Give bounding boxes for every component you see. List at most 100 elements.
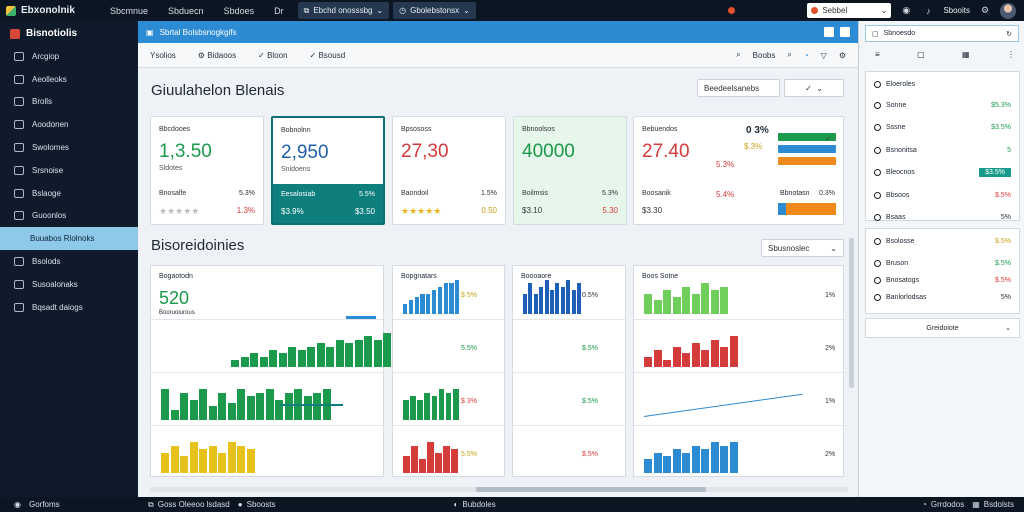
workspace-select[interactable]: Sebbel ⌄ — [807, 3, 892, 18]
more-icon[interactable]: ⋮ — [1006, 50, 1015, 59]
panel-row[interactable]: Bbsoos $.5% — [874, 189, 1011, 201]
sidebar-header[interactable]: Bisnotiolis — [0, 21, 138, 45]
app-logo[interactable]: Ebxonolnik — [0, 5, 100, 16]
bottom-bar-item[interactable]: ◔ Grrdodos — [922, 500, 964, 509]
notification-dot-icon[interactable] — [727, 7, 735, 14]
vertical-scrollbar[interactable] — [849, 238, 854, 388]
chart-bar — [275, 399, 283, 420]
minimize-icon[interactable] — [824, 27, 834, 37]
kpi-footer-label: Eesalosiab — [281, 191, 316, 198]
toolbar-item[interactable]: ✓ Bsousd — [309, 50, 346, 60]
bottom-bar-item[interactable]: ● Sboosts — [238, 500, 276, 509]
menu-icon[interactable]: ≡ — [875, 50, 880, 59]
sidebar-item[interactable]: Aoodonen — [0, 113, 138, 136]
panel-row[interactable]: Bsaas 5% — [874, 212, 1011, 224]
sidebar-item[interactable]: Srsnoise — [0, 159, 138, 182]
panel-search[interactable]: ▢ Sbnoesdo ↻ — [865, 25, 1019, 42]
panel-dropdown[interactable]: Greidoiote ⌄ — [865, 318, 1020, 338]
sidebar-item[interactable]: Aeolleoks — [0, 68, 138, 91]
bottom-bar-item[interactable]: ▦ Bsdolsts — [972, 500, 1014, 509]
graph-card[interactable]: Boooaore 0.5% $.5% $.5% $.5% — [512, 265, 626, 477]
kpi-secondary-value: $3.10 — [522, 206, 543, 215]
kpi-card[interactable]: Bbnoolsos 40000 Boilmsis 5.3% $3.10 5.30 — [513, 116, 627, 225]
sidebar-item[interactable]: Guoonlos — [0, 205, 138, 228]
bottom-bar-item[interactable]: ⧉ Goss Oleeoo lsdasd — [148, 500, 230, 510]
kpi-card[interactable]: Bpsososs 27,30 Baondoil 1.5% ★★★★★ 0.50 — [392, 116, 506, 225]
search-icon[interactable]: ⌕ — [736, 50, 741, 59]
toolbar: Ysolios ⚙ Bidaoos ✓ Bloon ✓ Bsousd ⌕ Boo… — [138, 43, 858, 68]
sort-select[interactable]: Sbusnoslec ⌄ — [761, 239, 844, 257]
avatar[interactable] — [1000, 2, 1016, 19]
layout-icon[interactable]: ▦ — [962, 50, 970, 59]
panel-row[interactable]: Banlorlodsas 5% — [874, 291, 1011, 303]
toolbar-item[interactable]: Ysolios — [150, 50, 176, 60]
scroll-thumb[interactable] — [476, 487, 706, 492]
row-value: 5% — [1000, 214, 1011, 221]
filter-icon[interactable]: ▽ — [820, 50, 827, 60]
kpi-footer-label: Bnosalfe — [159, 190, 187, 197]
dashboard-icon — [10, 28, 20, 39]
chart-bar — [691, 293, 700, 314]
row-value: $3.5% — [979, 168, 1011, 177]
horizontal-scrollbar[interactable] — [150, 487, 848, 492]
view-select[interactable]: Beedeelsanebs — [697, 79, 780, 97]
kpi-extra-value: $.3% — [744, 142, 763, 151]
panel-row[interactable]: Bleocnos $3.5% — [874, 167, 1011, 179]
gear-icon[interactable]: ⚙ — [980, 5, 990, 15]
settings-icon[interactable]: ⚙ — [838, 50, 846, 60]
refresh-icon[interactable]: ◔ — [803, 50, 809, 60]
user-name[interactable]: Sbooits — [943, 6, 970, 15]
sidebar-item[interactable]: Brolls — [0, 91, 138, 114]
sidebar-item[interactable]: Buuabos Rlolnoks — [0, 227, 138, 251]
panel-row[interactable]: Sonne $5.3% — [874, 99, 1011, 111]
sidebar-footer[interactable]: ◉ Gorfoms — [0, 497, 138, 512]
bell-icon[interactable]: ♪ — [926, 5, 931, 16]
browser-tab[interactable]: ◷ Gbolebstonsx ⌄ — [393, 2, 476, 19]
sidebar-item[interactable]: Susoalonaks — [0, 273, 138, 296]
sidebar-item[interactable]: Bslaoge — [0, 182, 138, 205]
sidebar-item[interactable]: Arcgiop — [0, 45, 138, 68]
panel-row[interactable]: Bruson $.5% — [874, 257, 1011, 269]
menu-item[interactable]: Dr — [274, 5, 284, 16]
row-icon — [874, 146, 881, 154]
sidebar-item[interactable]: Bqsadt daiogs — [0, 296, 138, 319]
window-title: Sbrtal Bolsbsnogkgifs — [159, 27, 237, 37]
graph-card[interactable]: Bogaotodn 520 Booruoiurous — [150, 265, 391, 477]
close-icon[interactable] — [840, 27, 850, 37]
chart-bar — [672, 346, 681, 367]
row-divider — [634, 425, 843, 426]
browser-tab[interactable]: ⧉ Ebchd onosssbg ⌄ — [297, 2, 390, 19]
toolbar-item[interactable]: ✓ Bloon — [258, 50, 288, 60]
chevron-down-icon: ⌄ — [816, 83, 823, 93]
sidebar-item-icon — [14, 165, 24, 175]
row-divider — [151, 425, 383, 426]
chevron-down-icon: ⌄ — [880, 6, 888, 15]
kpi-card[interactable]: Bobnolnn 2,950 Snldoens Eesalosiab 5.5% $3.9%… — [271, 116, 385, 225]
panel-row[interactable]: Bnosatogs $.5% — [874, 274, 1011, 286]
chart-bar — [452, 389, 459, 420]
toolbar-item[interactable]: ⚙ Bidaoos — [197, 50, 237, 60]
user-icon: ◉ — [14, 500, 21, 509]
search-label[interactable]: Boobs — [752, 50, 776, 60]
zoom-icon[interactable]: ⌕ — [787, 50, 792, 59]
kpi-card[interactable]: Bbcdooes 1,3.50 Sldotes Bnosalfe 5.3% ★★★★★ 1.… — [150, 116, 264, 225]
sidebar-item-icon — [14, 51, 24, 61]
graph-data-label: 5.5% — [461, 451, 477, 458]
sidebar-item[interactable]: Bsolods — [0, 250, 138, 273]
window-icon[interactable]: ▢ — [917, 50, 925, 59]
github-icon[interactable]: ◉ — [902, 5, 911, 15]
chart-bar — [663, 290, 671, 314]
sidebar-item[interactable]: Swolomes — [0, 136, 138, 159]
chart-bar — [288, 346, 296, 367]
bottom-bar-item[interactable]: ◐ Bubdoles — [454, 500, 496, 509]
menu-item[interactable]: Sbduecn — [168, 5, 204, 16]
kpi-card[interactable]: Bebuendos 27.40 Boosanik 0.3% $3.30 0 3% $.3% 5… — [633, 116, 844, 225]
menu-item[interactable]: Sbdoes — [223, 5, 255, 16]
panel-row[interactable]: Bsnonitsa 5 — [874, 144, 1011, 156]
checkmark-dropdown[interactable]: ✓ ⌄ — [784, 79, 844, 97]
mini-bar — [778, 145, 836, 153]
menu-item[interactable]: Sbcmnue — [110, 5, 149, 16]
graph-card[interactable]: Bopgnatars $ 5% 5.5% $ 3% 5.5% — [392, 265, 505, 477]
panel-row[interactable]: Sssne $3.5% — [874, 122, 1011, 134]
